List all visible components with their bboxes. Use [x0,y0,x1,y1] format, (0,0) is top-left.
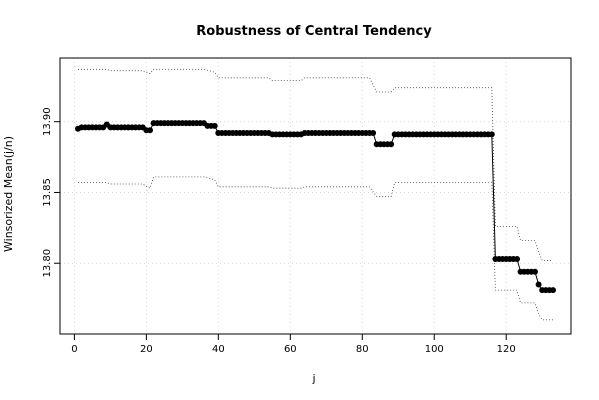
data-point [535,281,542,288]
data-point [388,141,395,148]
axes: 0 20 40 60 80 100 120 13.80 13.85 13.90 [42,107,516,355]
x-tick-label: 20 [140,344,153,355]
x-axis-label: j [311,372,315,385]
x-tick-label: 0 [71,344,77,355]
data-point [488,131,495,138]
data-point [211,122,218,129]
x-tick-label: 120 [497,344,516,355]
data-point [550,287,556,294]
y-tick-label: 13.85 [42,178,53,207]
data-point [532,268,538,275]
y-axis-label: Winsorized Mean(j/n) [2,136,15,252]
plot-frame [59,57,572,335]
chart-title: Robustness of Central Tendency [196,24,432,39]
data-points [75,120,556,294]
y-tick-label: 13.80 [42,249,53,278]
mean-line [77,122,553,291]
x-tick-label: 40 [212,344,225,355]
x-tick-label: 80 [356,344,369,355]
data-point [147,127,153,134]
y-tick-label: 13.90 [42,107,53,136]
grid-lines [60,58,571,334]
confidence-band [78,68,553,321]
x-tick-label: 100 [425,344,444,355]
upper-band-line [78,68,553,261]
lower-band-line [78,176,553,321]
x-tick-label: 60 [284,344,297,355]
data-point [370,130,377,136]
data-point [514,256,520,262]
